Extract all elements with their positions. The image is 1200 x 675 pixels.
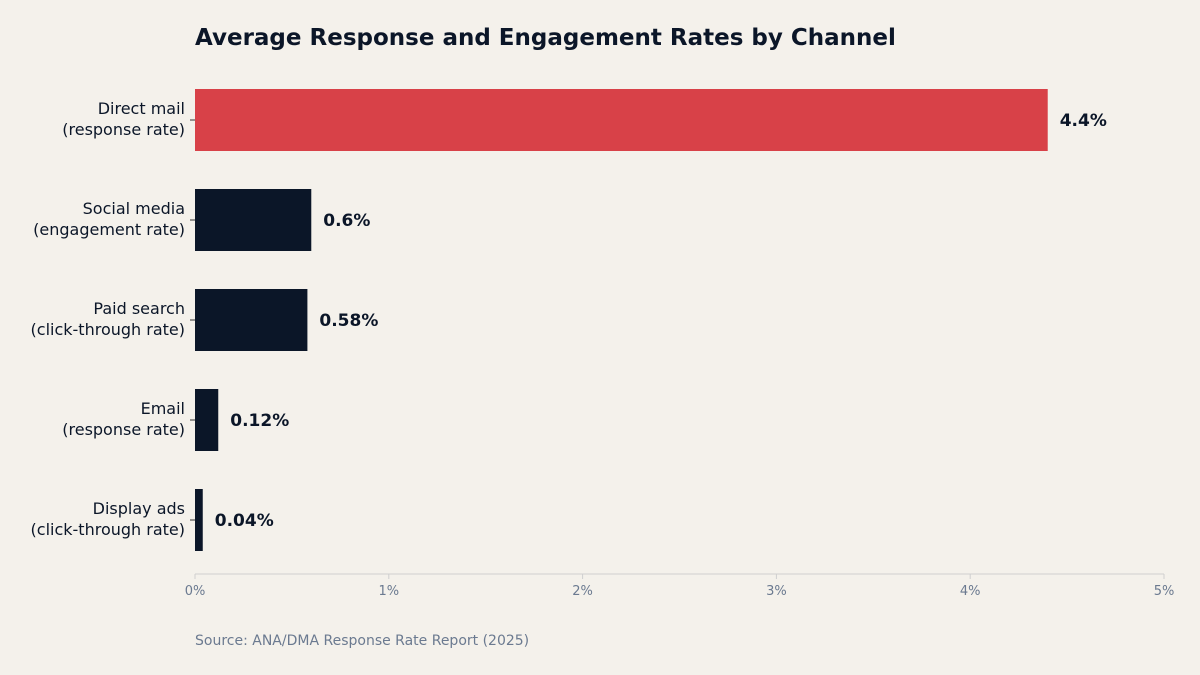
category-label: Direct mail — [98, 99, 185, 118]
category-label: (click-through rate) — [31, 520, 185, 539]
x-tick-label: 0% — [185, 584, 206, 599]
x-tick-label: 5% — [1154, 584, 1175, 599]
chart-title: Average Response and Engagement Rates by… — [195, 25, 896, 51]
category-label: Social media — [83, 199, 185, 218]
x-tick-label: 1% — [378, 584, 399, 599]
category-label: Display ads — [93, 499, 185, 518]
category-label: (response rate) — [62, 120, 185, 139]
x-tick-label: 3% — [766, 584, 787, 599]
source-note: Source: ANA/DMA Response Rate Report (20… — [195, 633, 529, 649]
bar-value-label: 0.58% — [319, 311, 378, 331]
category-label: Email — [141, 399, 185, 418]
bar — [195, 189, 312, 251]
category-label: (response rate) — [62, 420, 185, 439]
category-label: Paid search — [93, 299, 185, 318]
x-axis: 0% 1% 2% 3% 4% 5% — [185, 574, 1175, 599]
category-label: (engagement rate) — [33, 220, 185, 239]
bar-value-label: 4.4% — [1060, 111, 1107, 131]
bar — [195, 389, 219, 451]
plot-area: 4.4% Direct mail (response rate) 0.6% Social… — [31, 89, 1107, 551]
bar-value-label: 0.04% — [215, 511, 274, 531]
bar — [195, 89, 1048, 151]
bar — [195, 489, 203, 551]
bar-value-label: 0.6% — [323, 211, 370, 231]
x-tick-label: 2% — [572, 584, 593, 599]
x-tick-label: 4% — [960, 584, 981, 599]
bar — [195, 289, 308, 351]
bar-value-label: 0.12% — [230, 411, 289, 431]
category-label: (click-through rate) — [31, 320, 185, 339]
